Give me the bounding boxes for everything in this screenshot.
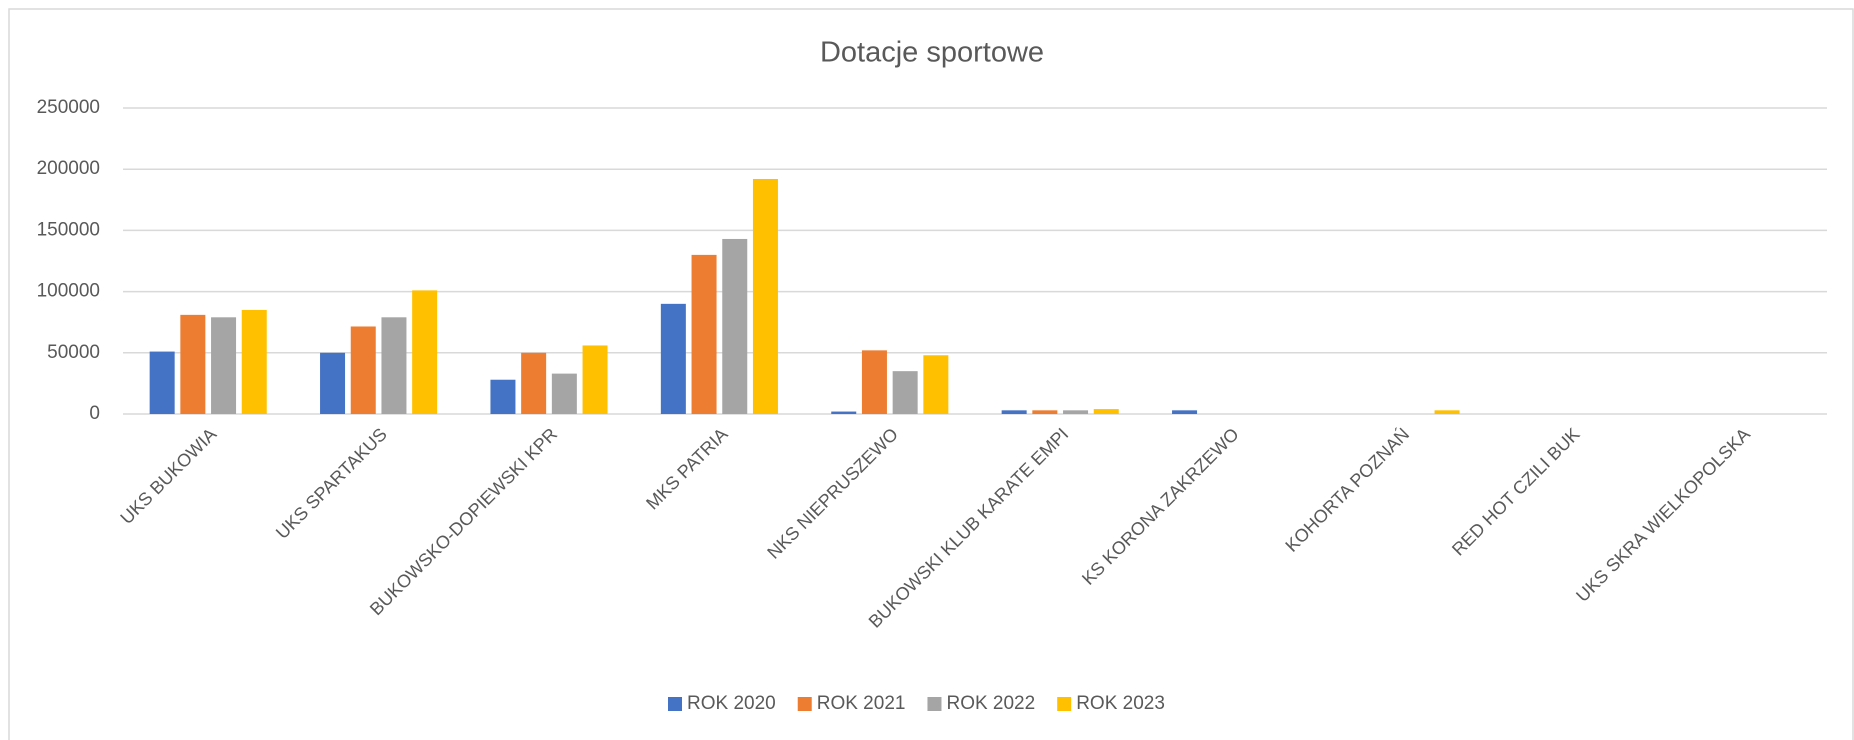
bar	[1063, 410, 1089, 414]
legend-swatch	[1057, 697, 1072, 711]
bar	[1093, 409, 1119, 414]
y-tick-label: 250000	[37, 97, 100, 118]
bar	[521, 352, 547, 414]
legend-label: ROK 2023	[1076, 693, 1165, 714]
bar	[241, 309, 267, 414]
x-tick-label: UKS SKRA WIELKOPOLSKA	[1572, 424, 1754, 606]
bar	[350, 326, 376, 414]
bar	[381, 317, 407, 414]
x-tick-label: BUKOWSKO-DOPIEWSKI KPR	[366, 424, 561, 619]
bar	[149, 351, 175, 414]
legend-swatch	[797, 697, 812, 711]
bar	[490, 379, 516, 414]
x-tick-label: UKS BUKOWIA	[116, 424, 220, 528]
bar	[1172, 410, 1198, 414]
bar	[1001, 410, 1027, 414]
bar	[211, 317, 237, 414]
x-tick-label: BUKOWSKI KLUB KARATE EMPI	[865, 424, 1073, 632]
bar	[582, 345, 608, 414]
legend-label: ROK 2020	[687, 693, 776, 714]
bar	[660, 303, 686, 414]
bar	[831, 411, 857, 414]
bar	[412, 290, 438, 414]
bar	[551, 373, 577, 414]
x-tick-label: NKS NIEPRUSZEWO	[763, 424, 902, 563]
x-tick-label: UKS SPARTAKUS	[272, 424, 391, 543]
x-tick-label: MKS PATRIA	[642, 424, 731, 513]
bar	[320, 352, 346, 414]
x-tick-label: RED HOT CZILI BUK	[1448, 424, 1584, 560]
bar	[892, 371, 918, 414]
legend-swatch	[668, 697, 682, 711]
y-tick-label: 50000	[47, 342, 100, 363]
bar	[752, 178, 778, 414]
legend-label: ROK 2022	[946, 693, 1035, 714]
y-tick-label: 150000	[37, 219, 100, 240]
legend-label: ROK 2021	[817, 693, 906, 714]
y-tick-label: 200000	[37, 158, 100, 179]
chart-title: Dotacje sportowe	[820, 37, 1044, 69]
chart-border	[8, 8, 1854, 740]
bar	[691, 254, 717, 414]
bar	[1434, 410, 1460, 414]
bar	[722, 238, 748, 414]
bar	[1032, 410, 1058, 414]
x-tick-label: KOHORTA POZNAŃ	[1281, 424, 1413, 556]
x-tick-label: KS KORONA ZAKRZEWO	[1078, 424, 1243, 589]
bar	[180, 314, 206, 414]
y-tick-label: 0	[89, 403, 100, 424]
legend-swatch	[927, 697, 942, 711]
bar	[923, 355, 949, 414]
y-tick-label: 100000	[37, 281, 100, 302]
bar	[861, 350, 887, 414]
